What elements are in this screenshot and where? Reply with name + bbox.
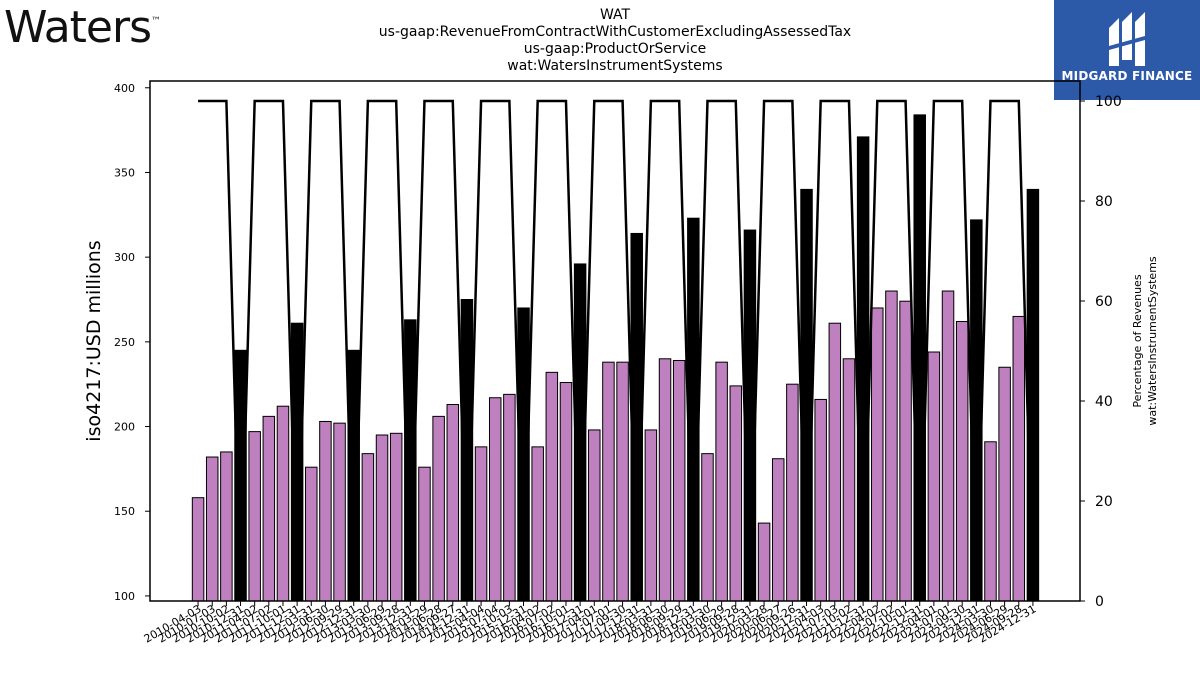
logo-text: Waters bbox=[4, 2, 152, 53]
bar bbox=[474, 446, 488, 602]
y-tick-label: 100 bbox=[114, 590, 135, 603]
y-tick-label: 300 bbox=[114, 251, 135, 264]
bar bbox=[984, 441, 997, 602]
plot-frame bbox=[149, 80, 1081, 602]
bar bbox=[545, 371, 559, 602]
y-tick-label: 250 bbox=[114, 336, 135, 349]
midgard-finance-logo: MIDGARD FINANCE bbox=[1054, 0, 1200, 100]
bar bbox=[503, 393, 516, 602]
bar bbox=[248, 431, 261, 602]
bar bbox=[672, 359, 686, 602]
y2-tick-label: 80 bbox=[1095, 194, 1113, 210]
logo-trademark: ™ bbox=[151, 16, 161, 27]
bar bbox=[305, 466, 318, 602]
bar bbox=[800, 188, 813, 602]
bar bbox=[333, 422, 346, 602]
bar bbox=[588, 429, 601, 602]
bar bbox=[531, 446, 544, 602]
y-tick-label: 200 bbox=[114, 421, 135, 434]
bar bbox=[941, 290, 955, 602]
bar bbox=[715, 361, 728, 602]
bar bbox=[856, 136, 870, 602]
bar bbox=[446, 404, 460, 602]
bar bbox=[899, 300, 912, 602]
brand-name: MIDGARD FINANCE bbox=[1061, 69, 1193, 83]
bar bbox=[687, 217, 700, 602]
y2-tick-label: 40 bbox=[1095, 394, 1113, 410]
bar bbox=[701, 453, 714, 602]
bar bbox=[658, 358, 672, 602]
bar bbox=[644, 429, 658, 602]
bar bbox=[998, 366, 1011, 602]
y2-tick-label: 0 bbox=[1095, 594, 1104, 610]
bar bbox=[1026, 188, 1040, 602]
bar bbox=[970, 219, 983, 602]
bar bbox=[319, 420, 332, 602]
bar bbox=[559, 382, 573, 602]
y2-tick-label: 100 bbox=[1095, 94, 1122, 110]
y2-axis-label: Percentage of Revenues bbox=[1131, 274, 1144, 407]
bar bbox=[1012, 315, 1026, 602]
bar bbox=[842, 358, 856, 602]
chart-title-concept: us-gaap:RevenueFromContractWithCustomerE… bbox=[378, 24, 852, 40]
y-tick-label: 400 bbox=[114, 82, 135, 95]
chart-title-member: wat:WatersInstrumentSystems bbox=[507, 58, 723, 74]
bar bbox=[729, 385, 743, 602]
bar bbox=[828, 322, 842, 602]
bar bbox=[955, 321, 969, 602]
midgard-mark-icon bbox=[1109, 12, 1145, 66]
y-axis-label: iso4217:USD millions bbox=[83, 240, 105, 441]
y2-axis-label: wat:WatersInstrumentSystems bbox=[1146, 256, 1159, 426]
bar bbox=[927, 351, 941, 602]
bar bbox=[814, 398, 827, 602]
waters-logo: Waters™ bbox=[4, 2, 161, 53]
bar bbox=[885, 290, 898, 602]
y2-tick-label: 20 bbox=[1095, 494, 1113, 510]
bar bbox=[616, 361, 629, 602]
bar bbox=[276, 405, 290, 602]
bar bbox=[205, 456, 219, 602]
bar bbox=[488, 397, 502, 602]
bar bbox=[262, 415, 276, 602]
bar bbox=[432, 415, 445, 602]
bar bbox=[771, 458, 785, 602]
chart-title-ticker: WAT bbox=[599, 7, 631, 23]
percentage-line bbox=[198, 99, 1035, 602]
chart-title-block: WAT us-gaap:RevenueFromContractWithCusto… bbox=[300, 7, 930, 75]
y2-tick-label: 60 bbox=[1095, 294, 1113, 310]
bar bbox=[913, 114, 926, 602]
bar bbox=[871, 307, 884, 602]
bar bbox=[602, 361, 615, 602]
bar bbox=[786, 383, 799, 602]
y-tick-label: 150 bbox=[114, 505, 135, 518]
bar bbox=[757, 522, 771, 602]
y-tick-label: 350 bbox=[114, 166, 135, 179]
bar bbox=[191, 497, 205, 602]
bar bbox=[361, 453, 375, 602]
bar bbox=[418, 466, 431, 602]
bar bbox=[389, 432, 403, 602]
bar bbox=[220, 451, 233, 602]
bar bbox=[375, 434, 389, 602]
chart-title-axis: us-gaap:ProductOrService bbox=[523, 41, 707, 57]
